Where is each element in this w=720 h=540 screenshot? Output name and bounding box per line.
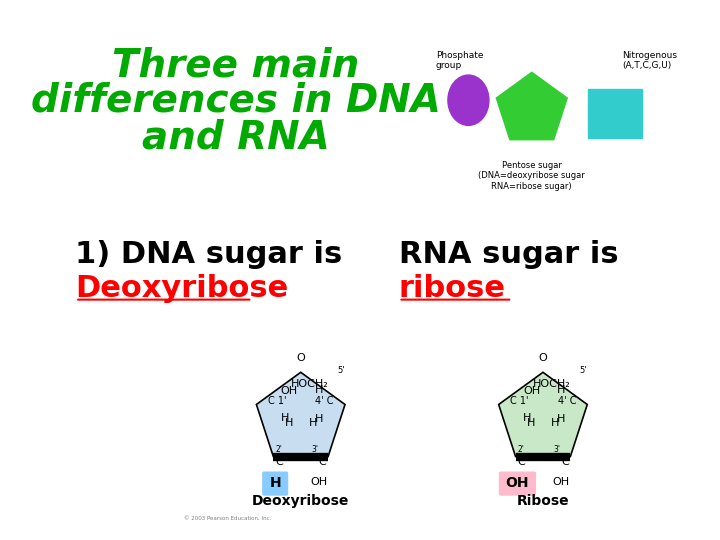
- Text: 3': 3': [554, 444, 561, 454]
- Text: HOCH₂: HOCH₂: [290, 379, 328, 389]
- Text: O: O: [297, 353, 305, 363]
- Text: OH: OH: [310, 477, 328, 487]
- Text: Three main: Three main: [112, 46, 359, 84]
- Text: C: C: [275, 457, 283, 467]
- Text: H: H: [557, 414, 565, 424]
- Text: Pentose sugar
(DNA=deoxyribose sugar
RNA=ribose sugar): Pentose sugar (DNA=deoxyribose sugar RNA…: [478, 161, 585, 191]
- Text: RNA sugar is: RNA sugar is: [399, 240, 618, 269]
- Text: OH: OH: [505, 476, 529, 490]
- Polygon shape: [256, 372, 345, 457]
- Text: C 1': C 1': [510, 396, 528, 406]
- Text: differences in DNA: differences in DNA: [30, 82, 441, 119]
- Text: C: C: [517, 457, 525, 467]
- FancyBboxPatch shape: [262, 471, 288, 496]
- Text: 2': 2': [275, 444, 282, 454]
- Text: Phosphate
group: Phosphate group: [436, 51, 483, 70]
- Text: Nitrogenous
(A,T,C,G,U): Nitrogenous (A,T,C,G,U): [622, 51, 678, 70]
- Text: H: H: [284, 417, 293, 428]
- Text: C 1': C 1': [268, 396, 286, 406]
- Ellipse shape: [448, 75, 489, 125]
- Text: H: H: [269, 476, 281, 490]
- Text: and RNA: and RNA: [142, 119, 329, 157]
- Text: OH: OH: [523, 387, 540, 396]
- Text: 2': 2': [518, 444, 524, 454]
- Text: H: H: [523, 413, 531, 422]
- Text: H: H: [315, 414, 323, 424]
- Text: 5': 5': [580, 367, 588, 375]
- Bar: [588, 89, 642, 138]
- Text: O: O: [539, 353, 547, 363]
- Text: H: H: [557, 384, 565, 395]
- Text: Deoxyribose: Deoxyribose: [252, 494, 349, 508]
- Text: OH: OH: [281, 387, 298, 396]
- Polygon shape: [496, 72, 567, 140]
- Text: © 2003 Pearson Education, Inc.: © 2003 Pearson Education, Inc.: [184, 516, 271, 521]
- Text: Deoxyribose: Deoxyribose: [75, 274, 289, 303]
- Text: C: C: [561, 457, 569, 467]
- Text: H: H: [315, 384, 323, 395]
- Text: HOCH₂: HOCH₂: [533, 379, 570, 389]
- Text: Ribose: Ribose: [517, 494, 570, 508]
- Text: H: H: [309, 417, 317, 428]
- Text: H: H: [551, 417, 559, 428]
- Text: ribose: ribose: [399, 274, 505, 303]
- Text: H: H: [281, 413, 289, 422]
- Text: 5': 5': [338, 367, 345, 375]
- Text: C: C: [319, 457, 326, 467]
- Text: 4' C: 4' C: [557, 396, 576, 406]
- FancyBboxPatch shape: [499, 471, 536, 496]
- Text: H: H: [526, 417, 535, 428]
- Text: 1) DNA sugar is: 1) DNA sugar is: [75, 240, 343, 269]
- Text: 4' C: 4' C: [315, 396, 334, 406]
- Text: OH: OH: [552, 477, 570, 487]
- Polygon shape: [499, 372, 588, 457]
- Text: 3': 3': [312, 444, 318, 454]
